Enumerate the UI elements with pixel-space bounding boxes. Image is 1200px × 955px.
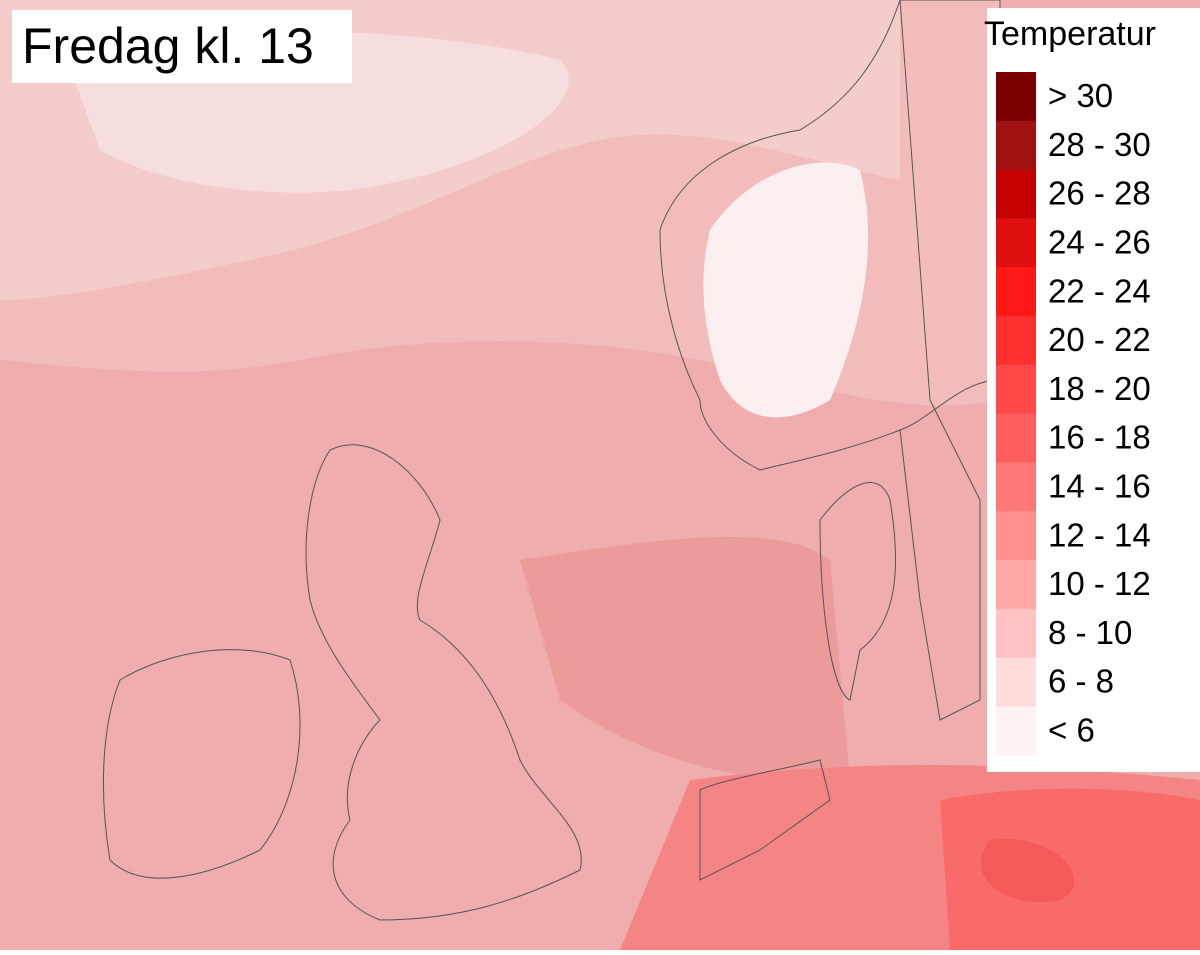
legend-label: 26 - 28 xyxy=(1048,175,1151,212)
legend-label: 10 - 12 xyxy=(1048,565,1151,602)
legend-swatch xyxy=(996,706,1036,756)
legend-label: 18 - 20 xyxy=(1048,370,1151,407)
legend-swatch xyxy=(996,364,1036,415)
legend-swatch xyxy=(996,462,1036,512)
legend-label: 24 - 26 xyxy=(1048,224,1151,261)
legend-swatch xyxy=(996,72,1036,122)
legend-swatch xyxy=(996,169,1036,219)
title-box: Fredag kl. 13 xyxy=(12,10,352,83)
legend-swatch xyxy=(996,511,1036,561)
legend-swatch xyxy=(996,218,1036,268)
legend-label: 6 - 8 xyxy=(1048,663,1114,700)
legend-swatch xyxy=(996,413,1036,463)
legend-swatch xyxy=(996,316,1036,366)
legend-label: 22 - 24 xyxy=(1048,272,1151,309)
legend: Temperatur > 30 28 - 30 26 - 28 24 - 26 22 -… xyxy=(984,8,1200,772)
legend-label: < 6 xyxy=(1048,712,1095,749)
legend-swatch xyxy=(996,120,1036,171)
legend-label: 8 - 10 xyxy=(1048,614,1132,651)
legend-label: 12 - 14 xyxy=(1048,516,1151,553)
legend-swatch xyxy=(996,267,1036,317)
legend-label: 16 - 18 xyxy=(1048,419,1151,456)
land xyxy=(102,0,1001,921)
legend-label: > 30 xyxy=(1048,77,1113,114)
legend-label: 28 - 30 xyxy=(1048,126,1151,163)
legend-swatch xyxy=(996,657,1036,707)
legend-swatch xyxy=(996,608,1036,659)
map-title: Fredag kl. 13 xyxy=(22,18,314,74)
legend-title: Temperatur xyxy=(984,15,1156,53)
legend-label: 20 - 22 xyxy=(1048,321,1151,358)
legend-label: 14 - 16 xyxy=(1048,468,1151,505)
legend-swatch xyxy=(996,560,1036,610)
